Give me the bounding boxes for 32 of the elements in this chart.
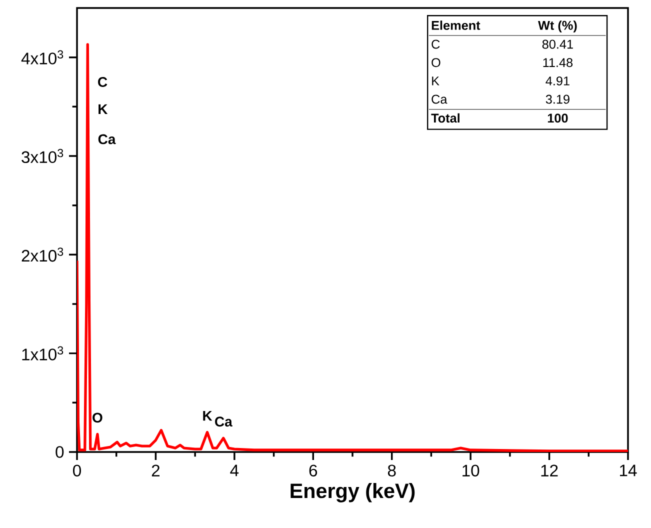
data-label: 4.91 (546, 76, 570, 86)
x-tick-label: 2 (152, 464, 160, 476)
category-label: C (432, 40, 440, 49)
y-tick-label: 1x10$^{3}$ (22, 346, 64, 360)
data-label: 80.41 (542, 40, 573, 49)
data-label: 3.19 (546, 94, 570, 104)
x-tick-label: 14 (620, 464, 637, 476)
data-label: 11.48 (543, 58, 573, 68)
x-tick-label: 6 (309, 464, 318, 476)
data-label: 100 (548, 114, 568, 123)
x-axis-title: Energy (keV) (290, 482, 415, 502)
y-tick-label: 4x10$^{3}$ (21, 50, 64, 64)
category-label: K (432, 76, 440, 86)
category-label: Total (431, 113, 460, 123)
annotation: C (98, 77, 108, 87)
y-tick-label: 2x10$^{3}$ (22, 248, 64, 262)
x-tick-label: 8 (388, 464, 396, 476)
y-tick-label: 3x10$^{3}$ (22, 148, 64, 164)
category-label: Ca (432, 94, 448, 104)
x-tick-label: 10 (462, 464, 480, 476)
text: Wt (%) (538, 20, 577, 32)
x-tick-label: 4 (230, 464, 239, 476)
annotation: K (98, 104, 108, 114)
y-tick-label: 0 (56, 446, 64, 458)
annotation: K (203, 411, 212, 421)
x-tick-label: 0 (73, 464, 81, 476)
annotation: Ca (98, 134, 116, 144)
annotation: Ca (215, 416, 232, 427)
category-label: O (432, 58, 440, 68)
text: Element (432, 20, 480, 30)
annotation: O (92, 412, 102, 423)
x-tick-label: 12 (541, 464, 558, 476)
